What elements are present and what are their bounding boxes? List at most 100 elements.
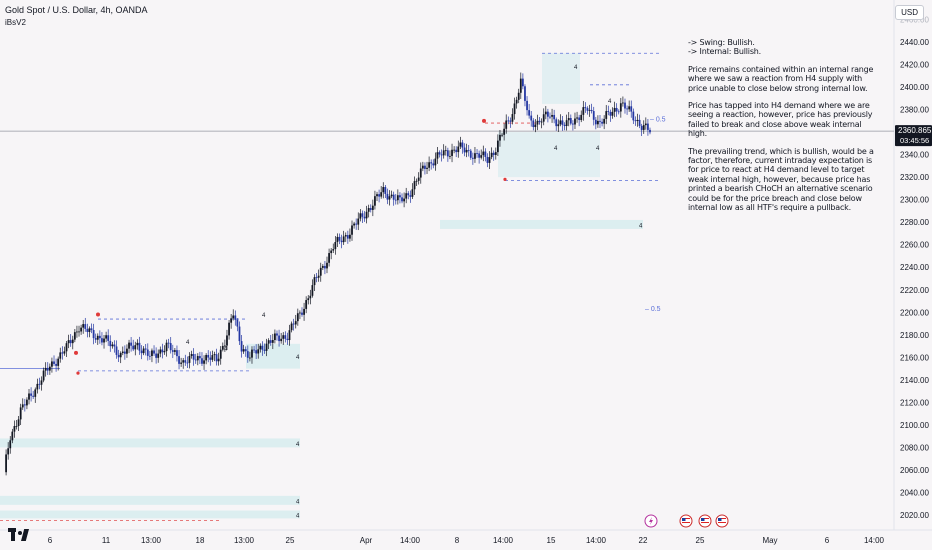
candle-body [15,425,18,427]
candle-body [507,120,510,122]
candle-body [490,152,493,158]
candle-body [311,285,314,296]
candle-body [449,155,451,157]
candle-body [299,312,301,314]
candle-body [455,149,458,153]
candle-body [128,342,130,349]
x-tick-label: 22 [639,536,648,545]
candle-body [597,120,599,125]
candle-body [178,356,180,364]
candle-body [226,335,228,346]
candle-body [374,196,376,206]
candle-body [336,236,339,243]
candle-body [232,315,235,319]
symbol-title[interactable]: Gold Spot / U.S. Dollar, 4h, OANDA [5,5,148,15]
indicator-label[interactable]: iBsV2 [5,18,26,27]
candle-body [484,151,487,157]
candle-body [71,339,74,344]
candle-body [119,353,122,358]
flag-stripe [701,520,709,521]
candle-body [126,348,128,354]
candle-body [496,140,499,153]
candle-body [76,331,78,333]
candle-body [605,111,608,119]
candle-body [557,124,560,127]
candle-body [228,322,230,336]
candle-body [130,342,133,346]
candle-body [561,120,564,125]
candle-body [603,118,606,124]
candle-body [453,149,456,151]
zone-label: 4 [639,223,643,229]
candle-body [161,349,164,353]
candle-body [594,119,597,125]
candle-body [549,116,551,118]
candle-body [115,346,118,355]
candle-body [571,123,574,125]
candle-body [515,99,518,104]
candle-body [217,358,220,362]
candle-body [609,111,612,116]
candle-body [465,149,468,153]
y-tick-label: 2400.00 [900,83,929,92]
candle-body [196,356,199,361]
candle-body [203,360,205,364]
candle-body [619,103,622,112]
candle-body [274,333,276,341]
flag-stripe [701,518,709,519]
y-tick-label: 2380.00 [900,106,929,115]
candle-body [103,338,105,343]
candle-body [288,330,291,341]
candle-body [82,324,85,328]
candle-body [151,350,153,356]
y-tick-label: 2300.00 [900,196,929,205]
x-tick-label: 14:00 [586,536,607,545]
flag-stripe [682,518,690,519]
candle-body [624,102,626,109]
candle-body [182,360,185,363]
candle-body [38,383,41,385]
candle-body [446,150,449,157]
candle-body [92,330,95,339]
candle-body [538,120,541,123]
candle-body [432,163,435,166]
candle-body [386,193,389,200]
candle-body [390,194,393,197]
candle-body [205,354,208,361]
candle-body [109,340,112,347]
tradingview-logo[interactable] [8,528,30,542]
candle-body [294,321,297,325]
x-tick-label: 15 [547,536,556,545]
candle-body [355,223,358,225]
candle-body [165,342,168,352]
candle-body [255,350,258,354]
fib-label: – 0.5 [645,306,661,313]
candle-body [73,332,76,340]
x-tick-label: 14:00 [864,536,885,545]
candle-body [384,187,387,194]
candle-body [55,363,57,366]
y-tick-label: 2440.00 [900,38,929,47]
currency-button[interactable]: USD [895,5,924,20]
candle-body [190,354,193,357]
candle-body [263,349,266,351]
y-tick-label: 2120.00 [900,398,929,407]
candle-body [471,157,474,159]
candle-body [28,393,30,400]
candle-body [511,114,514,122]
candle-body [296,313,299,322]
x-tick-label: 6 [825,536,830,545]
candle-body [544,111,547,115]
candle-body [396,195,399,201]
candle-body [405,193,408,199]
zone-label: 4 [296,442,300,448]
y-tick-label: 2320.00 [900,173,929,182]
candle-body [551,114,553,117]
candle-body [173,350,176,352]
candle-body [382,187,385,193]
candle-body [244,349,247,352]
swing-high-marker [74,350,78,355]
candle-body [269,340,272,343]
